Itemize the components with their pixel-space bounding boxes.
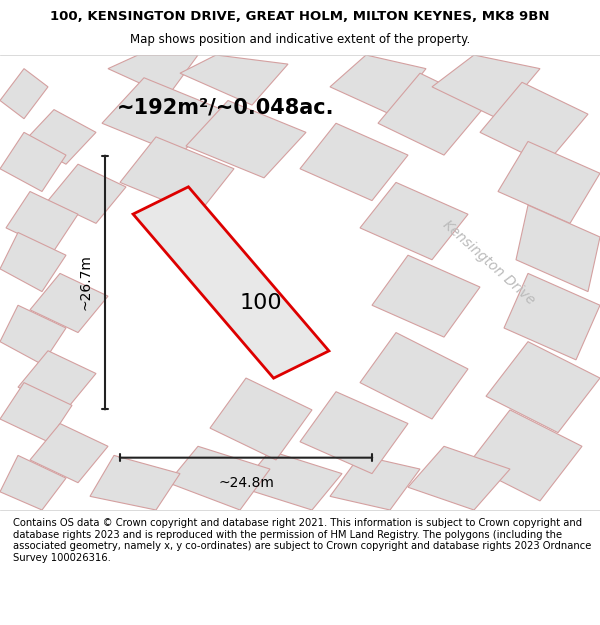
Polygon shape	[18, 351, 96, 410]
Polygon shape	[504, 273, 600, 360]
Polygon shape	[102, 78, 222, 155]
Polygon shape	[133, 187, 329, 378]
Polygon shape	[0, 382, 72, 442]
Polygon shape	[480, 82, 588, 164]
Polygon shape	[168, 446, 270, 510]
Text: Kensington Drive: Kensington Drive	[440, 217, 538, 307]
Text: ~192m²/~0.048ac.: ~192m²/~0.048ac.	[117, 98, 335, 118]
Polygon shape	[300, 392, 408, 474]
Polygon shape	[372, 255, 480, 337]
Polygon shape	[6, 191, 78, 251]
Polygon shape	[30, 273, 108, 332]
Polygon shape	[0, 456, 66, 510]
Polygon shape	[408, 446, 510, 510]
Polygon shape	[90, 456, 180, 510]
Polygon shape	[0, 69, 48, 119]
Text: 100, KENSINGTON DRIVE, GREAT HOLM, MILTON KEYNES, MK8 9BN: 100, KENSINGTON DRIVE, GREAT HOLM, MILTO…	[50, 10, 550, 23]
Polygon shape	[486, 342, 600, 432]
Polygon shape	[48, 164, 126, 223]
Polygon shape	[0, 232, 66, 292]
Polygon shape	[0, 305, 66, 364]
Polygon shape	[30, 424, 108, 483]
Polygon shape	[300, 123, 408, 201]
Polygon shape	[330, 456, 420, 510]
Polygon shape	[330, 55, 426, 114]
Text: ~26.7m: ~26.7m	[79, 254, 93, 311]
Polygon shape	[360, 332, 468, 419]
Polygon shape	[180, 55, 288, 105]
Text: 100: 100	[239, 293, 283, 313]
Polygon shape	[186, 101, 306, 178]
Text: Map shows position and indicative extent of the property.: Map shows position and indicative extent…	[130, 33, 470, 46]
Polygon shape	[108, 55, 198, 96]
Polygon shape	[24, 109, 96, 164]
Polygon shape	[240, 451, 342, 510]
Polygon shape	[360, 182, 468, 260]
Polygon shape	[468, 410, 582, 501]
Text: ~24.8m: ~24.8m	[218, 476, 274, 490]
Polygon shape	[432, 55, 540, 119]
Polygon shape	[120, 137, 234, 214]
Polygon shape	[0, 132, 66, 191]
Text: Contains OS data © Crown copyright and database right 2021. This information is : Contains OS data © Crown copyright and d…	[13, 518, 592, 563]
Polygon shape	[378, 73, 486, 155]
Polygon shape	[210, 378, 312, 460]
Polygon shape	[516, 205, 600, 292]
Polygon shape	[498, 141, 600, 223]
